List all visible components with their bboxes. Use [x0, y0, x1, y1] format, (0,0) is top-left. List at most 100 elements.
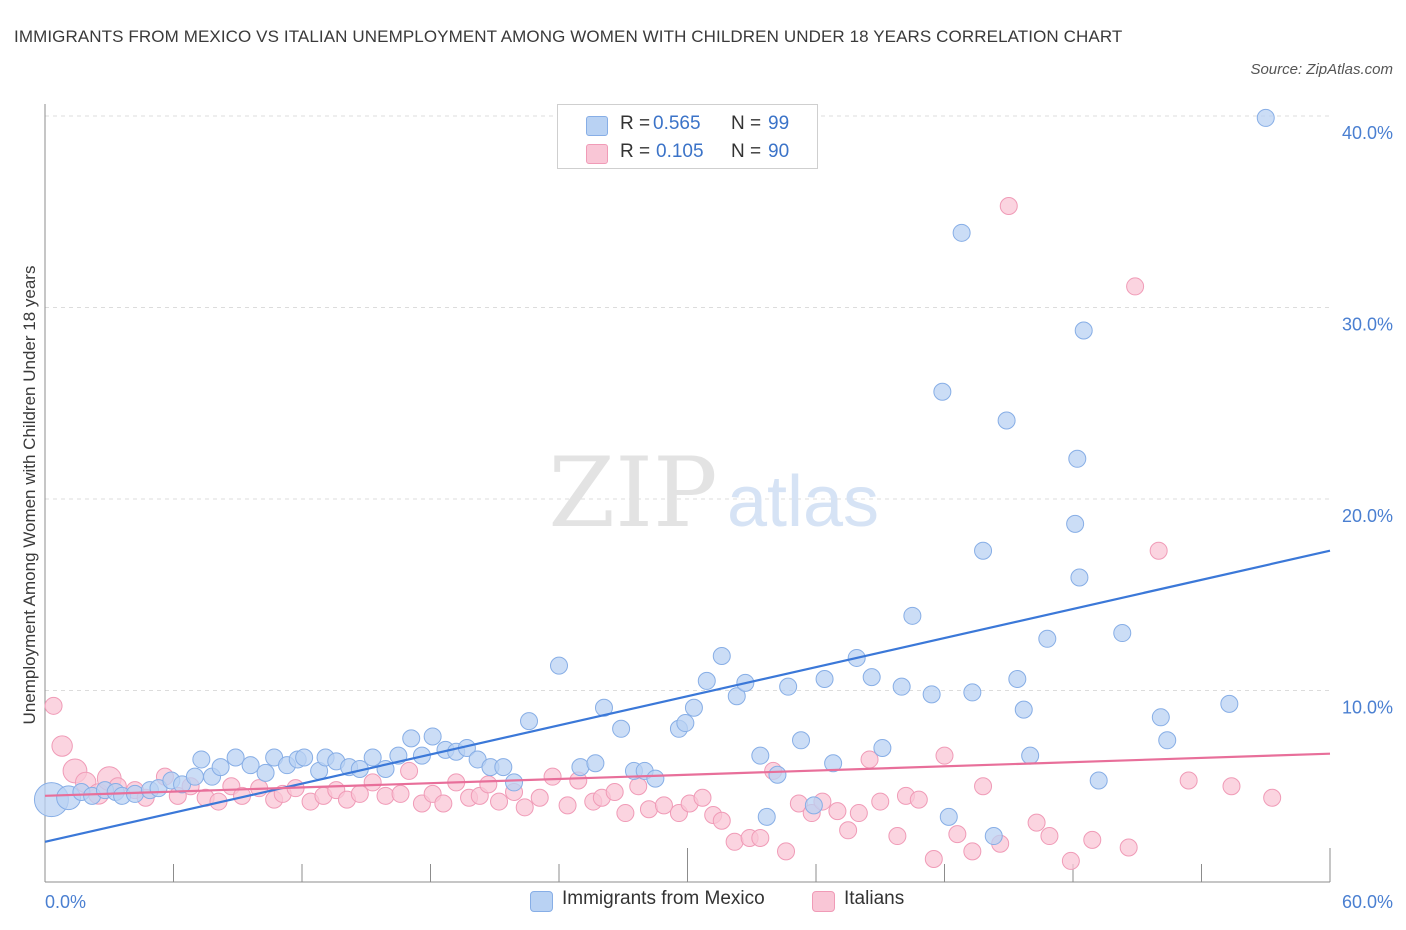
point-italians	[909, 790, 928, 809]
point-italians	[1119, 838, 1138, 857]
y-tick-label: 40.0%	[1342, 123, 1393, 143]
point-italians	[1222, 777, 1241, 796]
point-mexico	[192, 750, 211, 769]
point-italians	[629, 777, 648, 796]
point-italians	[605, 782, 624, 801]
point-mexico	[612, 719, 631, 738]
point-mexico	[1014, 700, 1033, 719]
point-italians	[751, 828, 770, 847]
point-mexico	[997, 411, 1016, 430]
point-mexico	[933, 382, 952, 401]
point-mexico	[256, 763, 275, 782]
chart-title: IMMIGRANTS FROM MEXICO VS ITALIAN UNEMPL…	[14, 27, 1123, 46]
legend-r-value: 0.105	[656, 141, 704, 162]
point-italians	[935, 746, 954, 765]
legend-label-italians: Italians	[844, 888, 905, 909]
point-italians	[828, 802, 847, 821]
point-mexico	[1089, 771, 1108, 790]
legend-swatch-pink	[812, 891, 835, 912]
point-mexico	[646, 769, 665, 788]
point-italians	[1083, 830, 1102, 849]
point-italians	[948, 825, 967, 844]
point-mexico	[939, 807, 958, 826]
point-mexico	[571, 758, 590, 777]
point-mexico	[779, 677, 798, 696]
watermark-zip: ZIP	[548, 437, 717, 549]
point-mexico	[757, 807, 776, 826]
point-italians	[51, 735, 73, 757]
point-mexico	[984, 827, 1003, 846]
point-mexico	[712, 647, 731, 666]
axes	[44, 104, 1331, 883]
point-mexico	[862, 668, 881, 687]
gridlines	[45, 115, 1330, 691]
point-italians	[1040, 827, 1059, 846]
point-mexico	[727, 687, 746, 706]
legend-r-label: R =	[620, 113, 651, 134]
point-italians	[616, 804, 635, 823]
point-mexico	[520, 712, 539, 731]
point-mexico	[751, 746, 770, 765]
tick-labels: 10.0% 20.0% 30.0% 40.0% 0.0% 60.0%	[45, 123, 1393, 912]
point-italians	[1263, 788, 1282, 807]
point-mexico	[1113, 624, 1132, 643]
point-mexico	[1158, 731, 1177, 750]
point-mexico	[824, 754, 843, 773]
point-mexico	[903, 606, 922, 625]
point-italians	[490, 792, 509, 811]
point-italians	[479, 775, 498, 794]
point-italians	[1179, 771, 1198, 790]
point-mexico	[804, 796, 823, 815]
point-mexico	[1066, 514, 1085, 533]
point-italians	[1149, 541, 1168, 560]
point-mexico	[185, 767, 204, 786]
point-mexico	[226, 748, 245, 767]
trend-line-italians	[44, 752, 1331, 797]
point-mexico	[815, 670, 834, 689]
y-tick-label: 20.0%	[1342, 506, 1393, 526]
y-tick-label: 30.0%	[1342, 315, 1393, 335]
point-mexico	[550, 656, 568, 675]
point-italians	[391, 784, 410, 803]
point-italians	[1027, 813, 1046, 832]
point-mexico	[211, 758, 230, 777]
point-italians	[849, 804, 868, 823]
legend-n-label: N =	[731, 113, 762, 134]
legend-n-value: 90	[768, 141, 790, 162]
point-italians	[974, 777, 993, 796]
source-credit: Source: ZipAtlas.com	[1250, 61, 1393, 78]
point-mexico	[1008, 670, 1027, 689]
legend-r-label: R =	[620, 141, 651, 162]
trend-lines	[44, 549, 1331, 843]
point-italians	[725, 832, 744, 851]
point-italians	[871, 792, 890, 811]
point-italians	[712, 811, 731, 830]
point-mexico	[768, 765, 787, 784]
point-mexico	[873, 738, 892, 757]
point-mexico	[697, 671, 716, 690]
point-mexico	[402, 729, 421, 748]
point-italians	[543, 767, 562, 786]
legend-n-value: 99	[768, 113, 790, 134]
point-italians	[515, 798, 534, 817]
point-italians	[363, 773, 382, 792]
point-mexico	[1256, 108, 1275, 127]
x-tick-label: 60.0%	[1342, 892, 1393, 912]
point-mexico	[1038, 629, 1057, 648]
legend-swatch-blue	[530, 891, 553, 912]
point-mexico	[494, 758, 513, 777]
point-italians	[693, 788, 712, 807]
point-mexico	[1021, 746, 1040, 765]
point-mexico	[505, 773, 524, 792]
point-italians	[654, 796, 673, 815]
point-italians	[999, 197, 1018, 216]
point-italians	[777, 842, 796, 861]
legend-r-value: 0.565	[653, 113, 701, 134]
point-mexico	[295, 748, 314, 767]
point-mexico	[676, 714, 695, 733]
trend-line-mexico	[44, 549, 1331, 843]
point-italians	[1126, 277, 1145, 296]
point-italians	[434, 794, 453, 813]
point-italians	[1061, 851, 1080, 870]
